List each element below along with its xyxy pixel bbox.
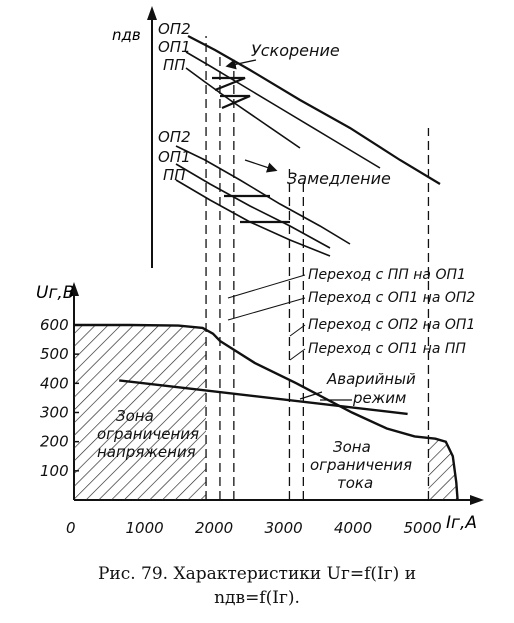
transition-label: Переход с ПП на ОП1 (308, 267, 466, 283)
emergency-label: режим (352, 389, 406, 407)
emergency-label: Аварийный (326, 370, 416, 388)
y-tick-label: 200 (40, 433, 69, 451)
accel-pp-curve (185, 67, 301, 149)
decel-op2-curve (175, 145, 351, 245)
x-axis-arrow (470, 495, 484, 505)
acceleration-arrow (225, 59, 257, 70)
decel-pp-label: ПП (163, 166, 186, 184)
ug-curve (74, 323, 459, 501)
y-tick-label: 600 (40, 316, 69, 334)
decel-op1-label: ОП1 (158, 148, 191, 166)
transition-label: Переход с ОП1 на ОП2 (308, 290, 475, 306)
accel-op1-curve (185, 51, 381, 169)
transition-leader (227, 274, 306, 299)
deceleration-arrow (244, 159, 278, 173)
voltage-zone-label: напряжения (97, 443, 196, 461)
accel-step (212, 76, 246, 92)
characteristics-chart: Uг,В Iг,А nдв 100 200 300 400 500 600 0 1000 200… (36, 6, 484, 537)
decel-op2-label: ОП2 (158, 128, 191, 146)
x-tick-label: 4000 (334, 519, 372, 537)
y-tick-label: 300 (40, 403, 69, 421)
ug-characteristic-layer: 100 200 300 400 500 600 0 1000 2000 3000 4000 5000 З… (40, 36, 475, 537)
accel-op2-curve (187, 35, 441, 185)
x-axis-label: Iг,А (446, 513, 477, 533)
emergency-leader (299, 391, 323, 400)
voltage-limit-zone (74, 324, 207, 500)
y-axis-ug-label: Uг,В (36, 283, 74, 303)
y-axis-n-label: nдв (112, 26, 141, 44)
transition-leader (289, 348, 306, 361)
y-tick-label: 400 (40, 374, 69, 392)
caption-line-1: Рис. 79. Характеристики Uг=f(Iг) и (97, 564, 417, 584)
current-zone-label: тока (337, 474, 373, 492)
transition-label: Переход с ОП1 на ПП (308, 341, 466, 357)
accel-op1-label: ОП1 (158, 38, 191, 56)
x-tick-label: 2000 (195, 519, 233, 537)
y-tick-label: 100 (40, 462, 69, 480)
acceleration-label: Ускорение (251, 41, 340, 60)
voltage-zone-label: ограничения (97, 425, 199, 443)
accel-op2-label: ОП2 (158, 20, 191, 38)
transition-label: Переход с ОП2 на ОП1 (308, 317, 475, 333)
y-axis-ug-arrow (69, 282, 79, 296)
x-tick-label: 5000 (404, 519, 442, 537)
current-limit-zone (428, 437, 458, 500)
y-axis-n-arrow (147, 6, 157, 20)
x-tick-label: 0 (66, 519, 76, 537)
y-tick-label: 500 (40, 345, 69, 363)
figure-caption: Рис. 79. Характеристики Uг=f(Iг) и nдв=f… (0, 562, 514, 610)
caption-line-2: nдв=f(Iг). (214, 588, 300, 608)
x-tick-label: 3000 (265, 519, 303, 537)
emergency-line (119, 379, 408, 416)
transition-leader (289, 324, 306, 337)
decel-op1-curve (175, 163, 331, 249)
transition-leader (227, 297, 306, 321)
current-zone-label: ограничения (310, 456, 412, 474)
voltage-zone-label: Зона (116, 407, 154, 425)
current-zone-label: Зона (333, 438, 371, 456)
accel-pp-label: ПП (163, 56, 186, 74)
accel-step (220, 94, 251, 110)
deceleration-label: Замедление (287, 169, 391, 188)
x-tick-label: 1000 (126, 519, 164, 537)
